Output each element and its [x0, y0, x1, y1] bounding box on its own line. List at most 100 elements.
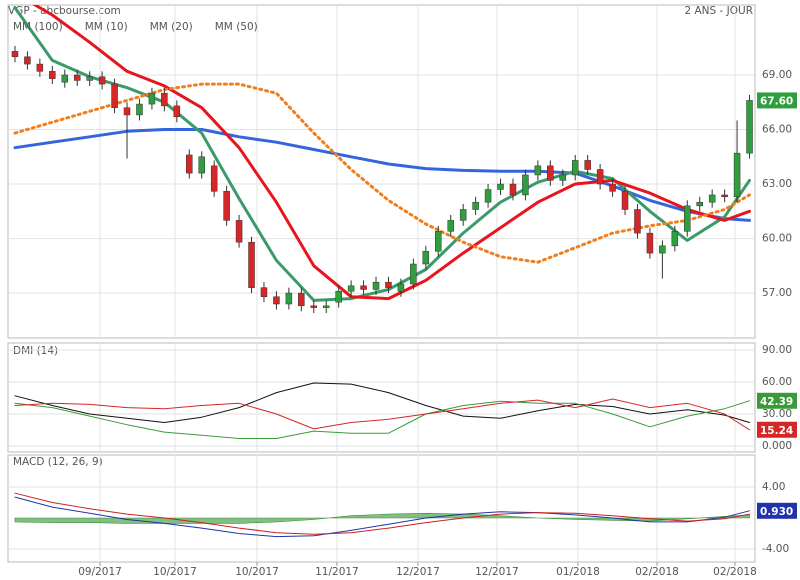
y-tick-label: 4.00 — [762, 481, 785, 493]
candle-body — [136, 103, 143, 116]
price-tag-label: 15.24 — [760, 425, 793, 437]
candle-body — [248, 241, 255, 288]
candle-body — [310, 305, 318, 308]
candle-body — [24, 56, 31, 65]
candle-body — [186, 154, 193, 174]
y-tick-label: 57.00 — [762, 287, 792, 299]
x-tick-label: 09/2017 — [78, 566, 122, 578]
candle-body — [173, 105, 181, 118]
plot-area — [11, 5, 753, 314]
candle-body — [298, 292, 305, 307]
candle-body — [422, 251, 430, 265]
x-tick-label: 11/2017 — [315, 566, 359, 578]
candle-body — [410, 263, 417, 285]
candle-body — [534, 165, 542, 176]
candle-body — [484, 189, 492, 203]
candle-body — [86, 76, 93, 81]
candle-body — [385, 281, 392, 288]
line — [32, 5, 751, 301]
candle-body — [708, 194, 716, 203]
candle-body — [634, 209, 641, 234]
candle-body — [447, 220, 454, 232]
candle-body — [522, 174, 529, 196]
candle-body — [397, 283, 405, 292]
candle-body — [235, 220, 243, 243]
y-tick-label: 66.00 — [762, 124, 792, 136]
dmi-title: DMI (14) — [13, 345, 58, 357]
candle-body — [684, 205, 691, 232]
x-tick-label: 10/2017 — [235, 566, 279, 578]
candle-body — [148, 92, 156, 105]
x-tick-label: 02/2018 — [635, 566, 679, 578]
price-tag — [757, 392, 797, 409]
candle-body — [621, 191, 629, 210]
candle-body — [547, 165, 554, 181]
candle-body — [98, 76, 106, 85]
legend-entry: MM (10) — [85, 21, 128, 33]
candle-body — [746, 100, 753, 154]
price-tag-label: 0.930 — [760, 506, 793, 518]
candle-body — [347, 285, 355, 292]
line — [13, 128, 751, 222]
candle-body — [198, 156, 205, 174]
y-tick-label: 69.00 — [762, 69, 792, 81]
candle-body — [584, 160, 591, 170]
candle-body — [210, 165, 218, 192]
line — [14, 400, 750, 439]
x-tick-label: 12/2017 — [475, 566, 519, 578]
candle-body — [571, 160, 579, 176]
line — [14, 496, 750, 538]
candle-body — [322, 305, 330, 308]
price-tag — [757, 92, 797, 109]
y-tick-label: 60.00 — [762, 376, 792, 388]
plot-area — [14, 492, 750, 538]
x-tick-label: 10/2017 — [153, 566, 197, 578]
x-tick-label: 02/2018 — [713, 566, 757, 578]
candle-body — [36, 63, 44, 72]
legend-entry: MM (100) — [13, 21, 63, 33]
price-tag — [757, 502, 797, 519]
candle-body — [273, 296, 280, 305]
candle-body — [360, 285, 367, 290]
macd-title: MACD (12, 26, 9) — [13, 456, 103, 468]
candle-body — [733, 152, 741, 198]
legend-entry: MM (20) — [150, 21, 193, 33]
candle-body — [459, 209, 467, 221]
candle-body — [721, 194, 728, 198]
candle-body — [671, 231, 679, 247]
price-tag — [757, 421, 797, 438]
dmi-panel — [7, 342, 756, 453]
histogram-area — [14, 512, 750, 524]
price-panel — [7, 4, 756, 339]
price-tag-label: 67.60 — [760, 95, 793, 107]
candle-body — [559, 174, 567, 181]
candle-body — [123, 107, 131, 116]
candle-body — [111, 83, 118, 108]
candle-body — [11, 51, 19, 58]
chart-title: VGP - abcbourse.com — [8, 5, 121, 17]
y-tick-label: -4.00 — [762, 543, 789, 555]
candle-body — [285, 292, 293, 305]
candle-body — [49, 71, 56, 79]
candle-body — [646, 232, 654, 254]
macd-panel — [7, 454, 756, 563]
candle-body — [472, 201, 479, 210]
y-tick-label: 60.00 — [762, 233, 792, 245]
candle-body — [372, 281, 380, 290]
y-tick-label: 30.00 — [762, 408, 792, 420]
x-tick-label: 12/2017 — [396, 566, 440, 578]
line — [14, 492, 750, 535]
y-tick-label: 90.00 — [762, 344, 792, 356]
candle-body — [596, 169, 604, 185]
candle-body — [497, 183, 504, 190]
legend-entry: MM (50) — [215, 21, 258, 33]
candle-body — [260, 287, 268, 297]
x-tick-label: 01/2018 — [556, 566, 600, 578]
chart-period: 2 ANS - JOUR — [684, 5, 753, 17]
candle-body — [161, 92, 168, 107]
candle-body — [659, 245, 666, 254]
candle-body — [509, 183, 517, 196]
plot-area — [14, 382, 750, 439]
candle-body — [73, 74, 81, 81]
